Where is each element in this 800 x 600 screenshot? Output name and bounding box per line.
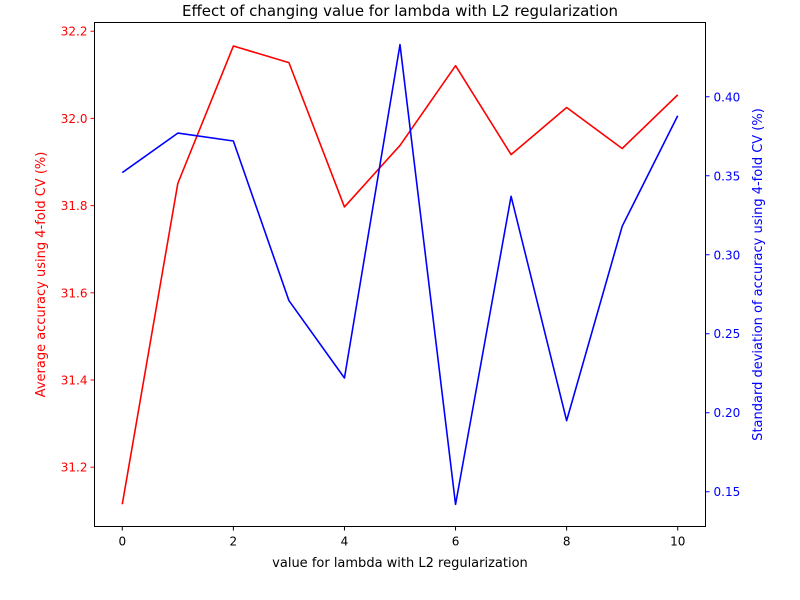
x-tick-label: 6 <box>452 535 460 549</box>
right-y-axis-label: Standard deviation of accuracy using 4-f… <box>751 108 766 441</box>
series-lines <box>121 43 679 506</box>
left-y-axis-label: Average accuracy using 4-fold CV (%) <box>34 152 49 398</box>
x-tick-label: 10 <box>670 535 685 549</box>
right-y-tick-label: 0.25 <box>714 327 741 341</box>
left-y-tick-label: 31.2 <box>61 461 88 475</box>
x-tick-label: 8 <box>563 535 571 549</box>
left-y-tick-label: 31.4 <box>61 374 88 388</box>
accuracy-series-line <box>121 45 679 505</box>
chart-title: Effect of changing value for lambda with… <box>182 2 618 20</box>
right-y-tick-label: 0.20 <box>714 406 741 420</box>
left-y-tick-label: 32.0 <box>61 112 88 126</box>
right-y-axis: 0.15 0.20 0.25 0.30 0.35 0.40 <box>705 90 741 499</box>
right-y-tick-label: 0.15 <box>714 485 741 499</box>
left-y-tick-label: 32.2 <box>61 25 88 39</box>
plot-frame <box>94 22 706 527</box>
x-axis-label: value for lambda with L2 regularization <box>272 556 528 571</box>
right-y-tick-label: 0.35 <box>714 169 741 183</box>
x-tick-label: 2 <box>230 535 238 549</box>
right-y-tick-label: 0.30 <box>714 248 741 262</box>
x-tick-label: 4 <box>341 535 349 549</box>
left-y-tick-label: 31.8 <box>61 199 88 213</box>
x-tick-label: 0 <box>118 535 126 549</box>
x-axis: 0 2 4 6 8 10 <box>118 526 685 549</box>
left-y-tick-label: 31.6 <box>61 286 88 300</box>
left-y-axis: 31.2 31.4 31.6 31.8 32.0 32.2 <box>61 25 95 475</box>
right-y-tick-label: 0.40 <box>714 90 741 104</box>
stddev-series-line <box>121 43 679 506</box>
